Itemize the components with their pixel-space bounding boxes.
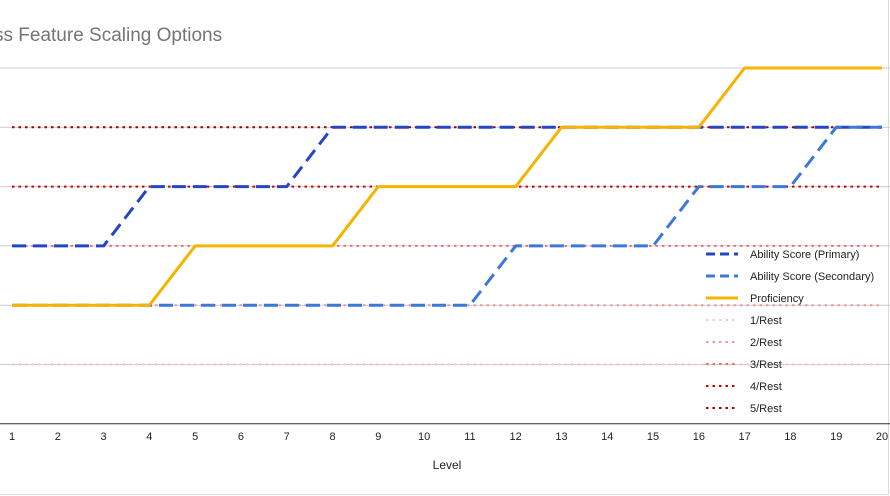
x-tick-label: 1 bbox=[9, 431, 15, 443]
x-tick-label: 4 bbox=[146, 431, 152, 443]
x-tick-label: 5 bbox=[192, 431, 198, 443]
x-tick-label: 12 bbox=[510, 431, 522, 443]
legend-label: 4/Rest bbox=[750, 381, 782, 393]
x-tick-label: 10 bbox=[418, 431, 430, 443]
legend: Ability Score (Primary) Ability Score (Se… bbox=[706, 249, 874, 415]
x-tick-label: 9 bbox=[375, 431, 381, 443]
x-tick-label: 15 bbox=[647, 431, 659, 443]
x-tick-label: 18 bbox=[784, 431, 796, 443]
legend-label: 3/Rest bbox=[750, 359, 782, 371]
legend-label: Ability Score (Primary) bbox=[750, 249, 859, 261]
legend-label: Proficiency bbox=[750, 293, 804, 305]
x-tick-label: 19 bbox=[830, 431, 842, 443]
x-tick-label: 13 bbox=[555, 431, 567, 443]
legend-label: Ability Score (Secondary) bbox=[750, 271, 874, 283]
x-tick-label: 11 bbox=[464, 431, 475, 443]
x-tick-label: 2 bbox=[55, 431, 61, 443]
x-tick-label: 6 bbox=[238, 431, 244, 443]
x-axis-ticks: 1 2 3 4 5 6 7 8 9 10 11 12 13 14 15 16 17 18 19 20 bbox=[9, 431, 888, 443]
chart-title: ss Feature Scaling Options bbox=[0, 25, 222, 46]
series-line-ability-score-primary bbox=[12, 125, 882, 248]
x-tick-label: 8 bbox=[329, 431, 335, 443]
series-layer bbox=[12, 66, 882, 366]
x-tick-label: 7 bbox=[284, 431, 290, 443]
x-tick-label: 20 bbox=[876, 431, 888, 443]
legend-label: 2/Rest bbox=[750, 337, 782, 349]
x-tick-label: 16 bbox=[693, 431, 705, 443]
x-axis-title: Level bbox=[433, 458, 462, 472]
legend-label: 1/Rest bbox=[750, 315, 782, 327]
series-line-proficiency bbox=[12, 66, 882, 307]
legend-label: 5/Rest bbox=[750, 403, 782, 415]
x-tick-label: 3 bbox=[101, 431, 107, 443]
series-line-ability-score-secondary bbox=[12, 125, 882, 307]
x-tick-label: 14 bbox=[601, 431, 613, 443]
x-tick-label: 17 bbox=[739, 431, 751, 443]
